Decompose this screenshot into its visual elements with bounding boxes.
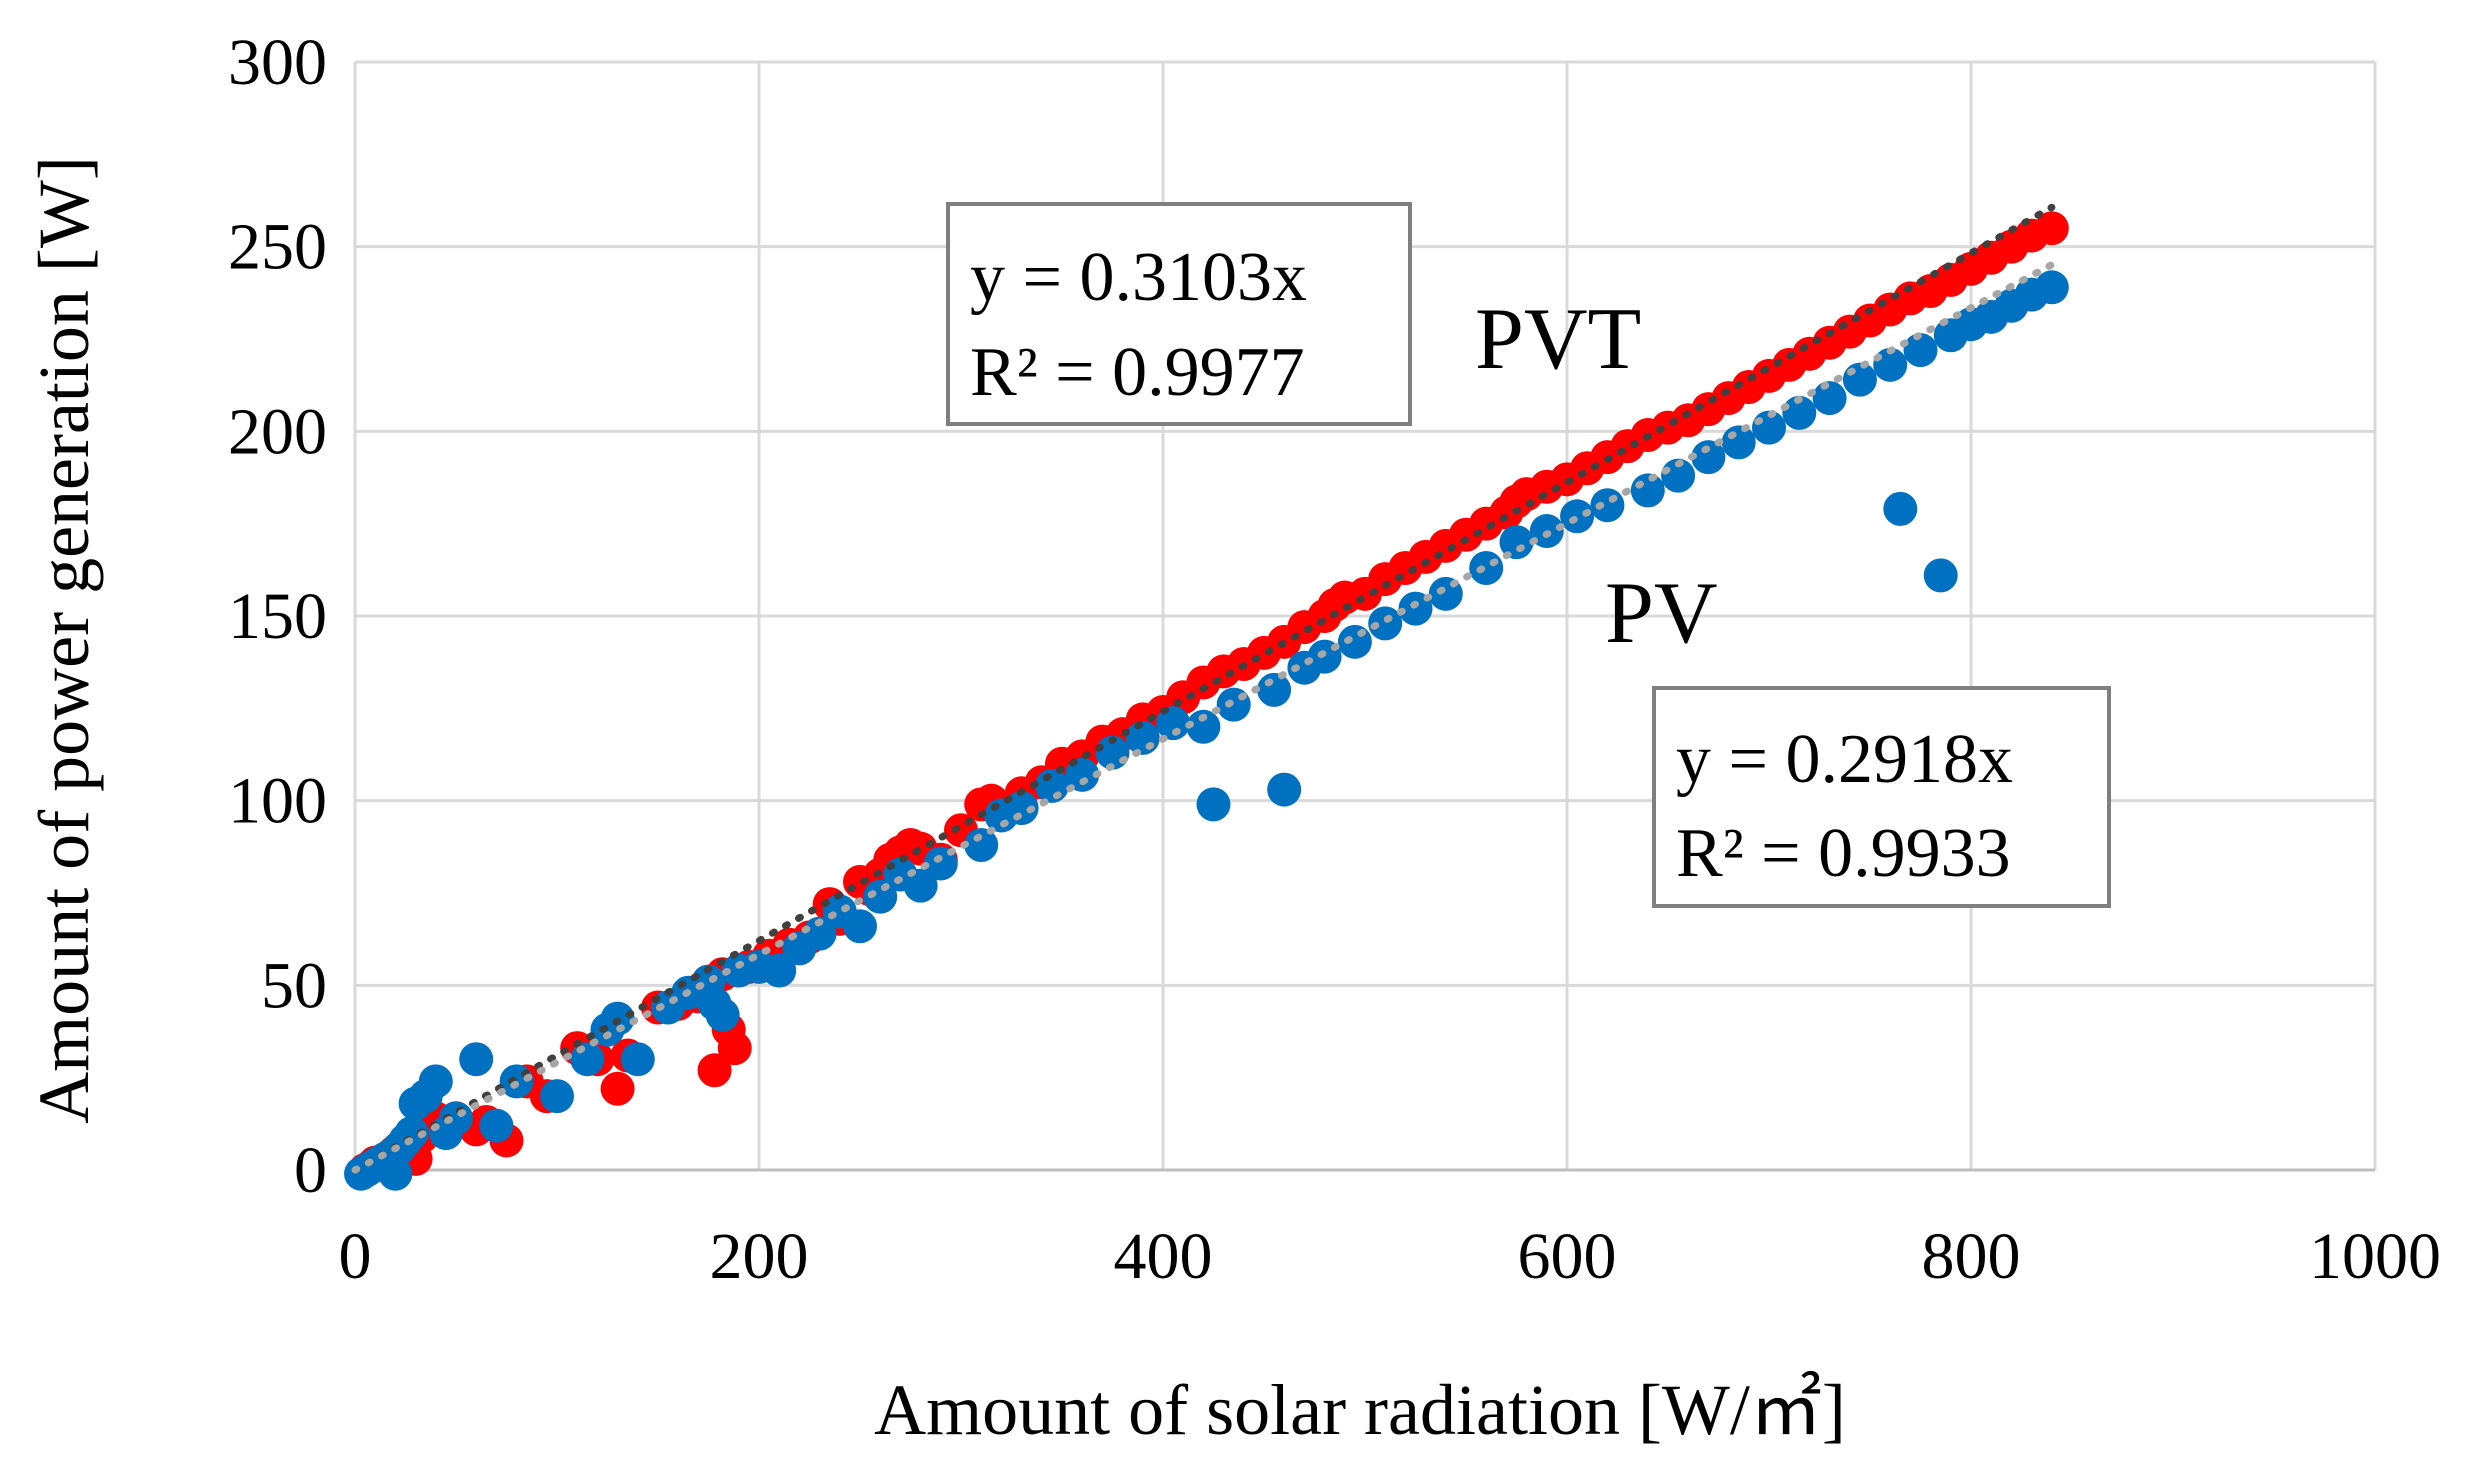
equation-box-pv (1652, 686, 2111, 908)
data-point-pv (620, 1042, 655, 1077)
data-point-pv (1883, 491, 1918, 526)
data-point-pv (479, 1108, 514, 1143)
data-point-pv (1923, 558, 1958, 593)
data-point-pv (843, 909, 877, 944)
data-point-pv (1034, 768, 1069, 803)
data-point-pv (1812, 381, 1847, 416)
grid (353, 60, 2377, 1172)
data-point-pv (1004, 791, 1039, 826)
data-point-pv (1560, 499, 1595, 534)
x-tick-label: 800 (1922, 1220, 2021, 1293)
y-tick-label: 50 (261, 949, 327, 1022)
data-point-pv (762, 953, 797, 988)
data-point-pv (1691, 440, 1726, 475)
x-tick-label: 1000 (2309, 1220, 2441, 1293)
data-point-pv (2034, 270, 2069, 305)
data-point-pv (1368, 606, 1403, 641)
data-point-pv (1499, 525, 1534, 560)
data-point-pv (1469, 550, 1504, 585)
data-point-pv (1661, 458, 1696, 493)
equation-box-pvt (946, 202, 1412, 426)
y-tick-label: 150 (228, 580, 327, 653)
data-point-pv (1590, 488, 1625, 523)
data-point-pvt (2034, 211, 2069, 246)
y-tick-label: 250 (228, 211, 327, 284)
equation-pv: y = 0.2918x (1676, 721, 2013, 798)
y-tick-label: 300 (228, 26, 327, 99)
data-point-pv (1398, 591, 1433, 626)
x-tick-label: 400 (1114, 1220, 1213, 1293)
series-label-pvt: PVT (1475, 291, 1641, 388)
data-point-pv (964, 827, 999, 862)
data-point-pv (1903, 333, 1938, 368)
data-point-pv (378, 1156, 413, 1191)
data-point-pv (705, 997, 740, 1032)
data-point-pv (1065, 757, 1100, 792)
data-point-pv (459, 1042, 494, 1077)
data-point-pvt (697, 1053, 732, 1088)
data-point-pv (418, 1064, 453, 1099)
x-tick-label: 600 (1518, 1220, 1617, 1293)
data-point-pv (1782, 395, 1817, 430)
r-squared-pvt: R² = 0.9977 (970, 334, 1305, 411)
data-point-pv (1186, 709, 1221, 744)
data-point-pv (1257, 672, 1292, 707)
tick-labels: 0 200 400 600 800 1000 0 50 100 150 200 250 300 (228, 26, 2441, 1293)
data-point-pv (1267, 772, 1302, 807)
y-tick-label: 100 (228, 765, 327, 838)
x-tick-label: 200 (710, 1220, 809, 1293)
series-label-pv: PV (1605, 565, 1718, 662)
data-point-pv (802, 916, 837, 951)
y-axis-title: Amount of power generation [W] (24, 156, 104, 1124)
data-point-pvt (600, 1071, 635, 1106)
data-point-pv (1216, 687, 1251, 722)
x-axis-title: Amount of solar radiation [W/㎡] (874, 1370, 1846, 1450)
data-point-pv (540, 1079, 574, 1114)
data-point-pv (1721, 425, 1756, 460)
x-tick-label: 0 (339, 1220, 372, 1293)
equation-pvt: y = 0.3103x (970, 239, 1307, 316)
trendline-overlay-pv (351, 261, 2056, 1174)
data-point-pv (1842, 362, 1877, 397)
data-point-pv (1196, 787, 1231, 822)
data-point-pv (903, 868, 938, 903)
data-point-pvt (717, 1031, 752, 1066)
data-point-pv (1630, 473, 1665, 508)
data-point-pv (1156, 706, 1191, 741)
data-point-pv (394, 1116, 429, 1151)
data-point-pv (1337, 624, 1372, 659)
y-tick-label: 0 (294, 1134, 327, 1207)
r-squared-pv: R² = 0.9933 (1676, 815, 2011, 892)
y-tick-label: 200 (228, 395, 327, 468)
trendline-overlay-pvt (351, 203, 2056, 1174)
annotations: y = 0.3103x R² = 0.9977 PVT y = 0.2918x R² =… (946, 202, 2111, 908)
